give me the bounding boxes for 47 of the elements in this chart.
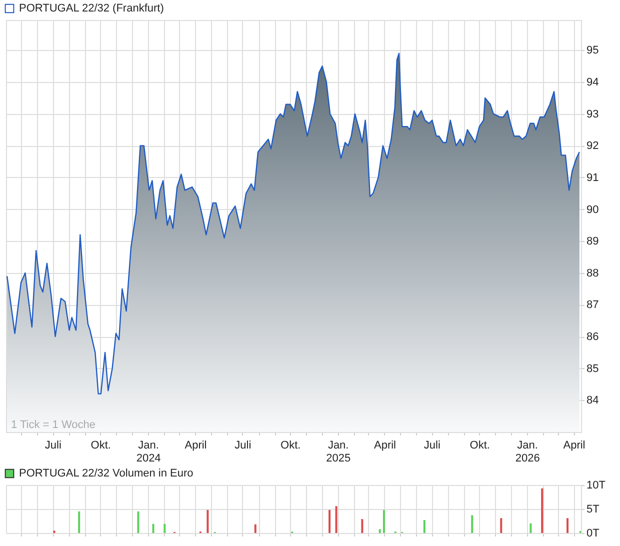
y-tick-label: 89 — [586, 236, 599, 248]
bar — [530, 523, 532, 533]
bar — [500, 518, 502, 533]
y-tick-label: 87 — [586, 299, 599, 312]
x-tick-label: Juli — [424, 440, 440, 452]
bar — [328, 510, 331, 533]
y-tick-label: 10T — [586, 480, 606, 492]
y-tick-label: 92 — [586, 140, 599, 152]
y-tick-label: 90 — [586, 204, 599, 216]
annotation: 1 Tick = 1 Woche — [11, 419, 96, 431]
x-tick-label: Jan. 2025 — [326, 440, 351, 464]
y-tick-label: 0T — [586, 528, 600, 540]
y-tick-label: 84 — [586, 394, 599, 407]
y-tick-label: 85 — [586, 362, 599, 375]
bar — [361, 519, 364, 533]
y-tick-label: 94 — [586, 76, 599, 89]
bar — [78, 511, 80, 533]
bar — [471, 515, 474, 533]
y-tick-label: 86 — [586, 331, 599, 344]
bar — [335, 506, 338, 533]
bar — [206, 510, 209, 533]
x-tick-label: Okt. — [90, 440, 111, 452]
bar — [378, 529, 381, 533]
y-tick-label: 91 — [586, 172, 599, 184]
bar — [541, 488, 544, 533]
bar — [382, 510, 385, 533]
x-tick-label: Okt. — [280, 440, 301, 452]
bar — [152, 524, 154, 533]
x-tick-label: Juli — [44, 440, 62, 452]
y-tick-label: 5T — [586, 504, 600, 516]
x-tick-label: April — [184, 440, 207, 452]
x-tick-label: April — [374, 440, 396, 452]
bar — [566, 518, 569, 533]
bar — [164, 524, 166, 533]
y-tick-label: 88 — [586, 267, 599, 280]
x-tick-label: Juli — [234, 440, 252, 452]
x-tick-label: Okt. — [470, 440, 490, 452]
bar — [137, 511, 140, 533]
x-tick-label: Jan. 2026 — [515, 440, 540, 464]
legend-label: PORTUGAL 22/32 Volumen in Euro — [19, 468, 194, 480]
legend-label: PORTUGAL 22/32 (Frankfurt) — [19, 2, 164, 14]
x-tick-label: Jan. 2024 — [136, 440, 161, 464]
bar — [423, 520, 426, 533]
bar — [254, 524, 256, 533]
y-tick-label: 95 — [586, 44, 599, 57]
x-tick-label: April — [563, 440, 586, 452]
y-tick-label: 93 — [586, 108, 599, 120]
